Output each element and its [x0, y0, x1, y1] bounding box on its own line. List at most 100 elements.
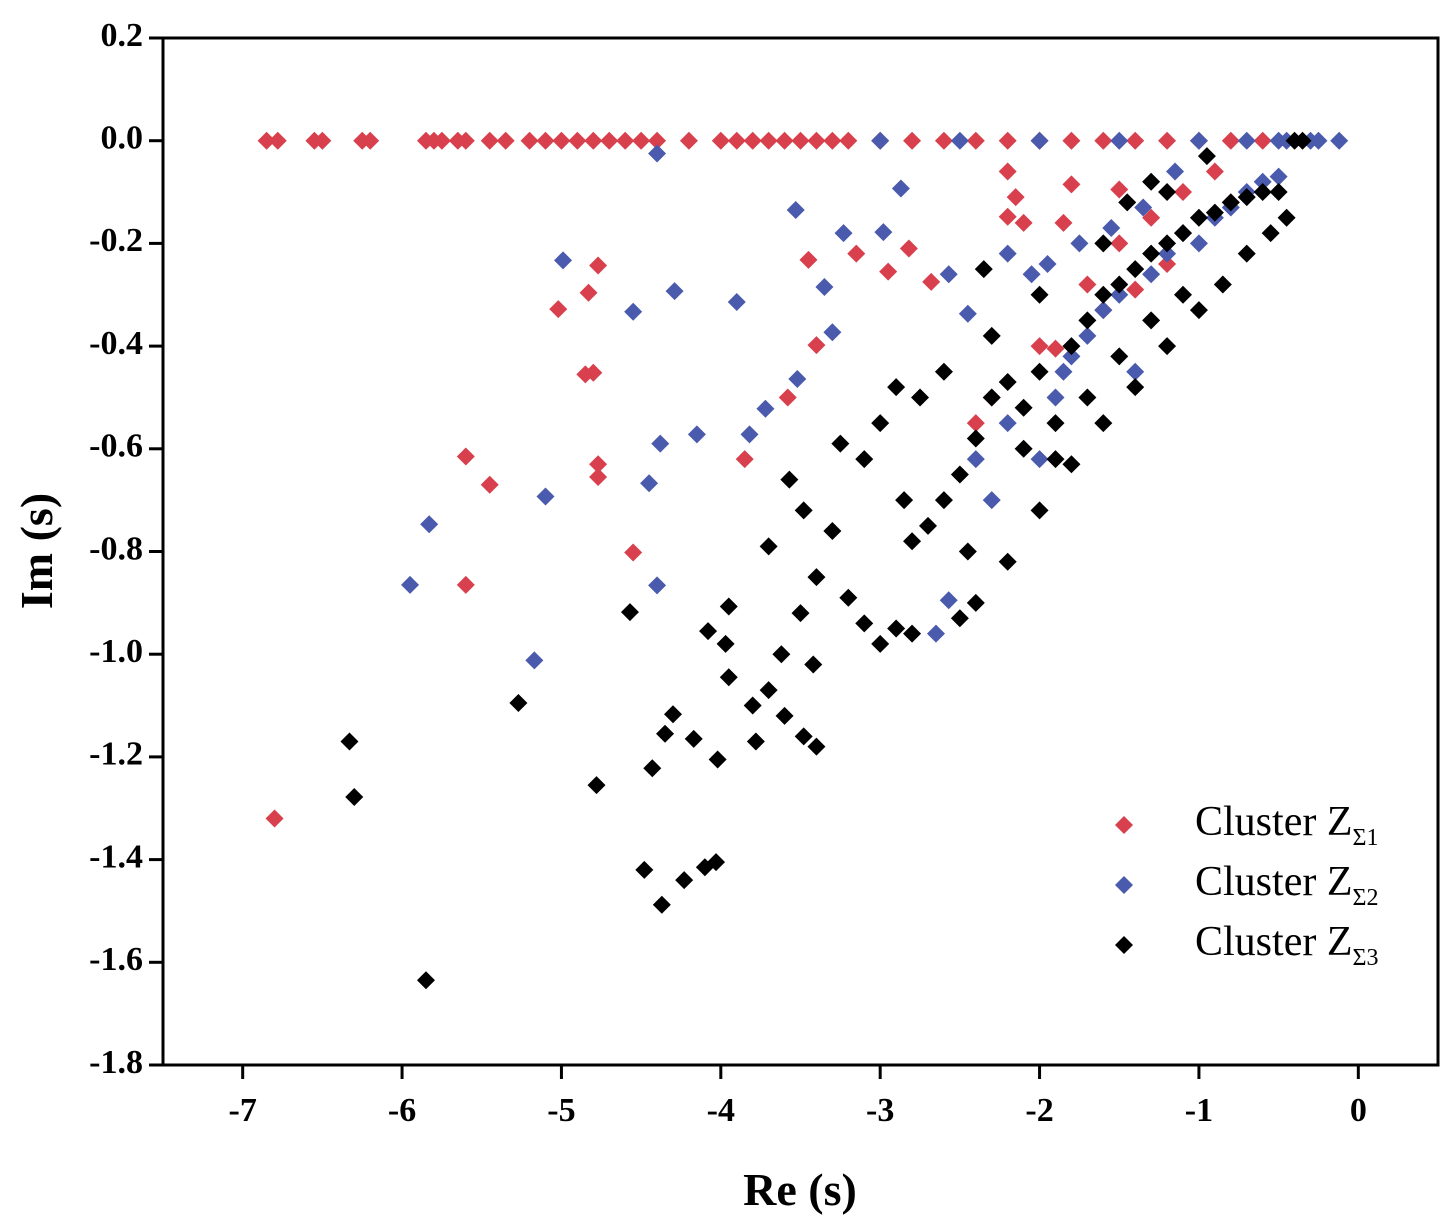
point: [746, 732, 765, 751]
point: [600, 131, 619, 150]
x-tick-label: -6: [388, 1092, 416, 1129]
point: [1142, 265, 1161, 284]
point: [998, 207, 1017, 226]
point: [891, 179, 910, 198]
x-tick-label: -3: [866, 1092, 894, 1129]
point: [536, 131, 555, 150]
point: [1237, 131, 1256, 150]
point: [420, 515, 439, 534]
point: [268, 131, 287, 150]
point: [1030, 501, 1049, 520]
point: [624, 543, 643, 562]
point: [1078, 388, 1097, 407]
point: [998, 131, 1017, 150]
point: [361, 131, 380, 150]
point: [719, 668, 738, 687]
point: [1014, 439, 1033, 458]
point: [823, 131, 842, 150]
point: [1197, 147, 1216, 166]
point: [939, 591, 958, 610]
point: [1062, 337, 1081, 356]
point: [509, 693, 528, 712]
point: [313, 131, 332, 150]
point: [871, 634, 890, 653]
point: [1174, 183, 1192, 202]
point: [456, 131, 475, 150]
y-tick-label: -1.4: [89, 838, 143, 875]
y-axis-label: Im (s): [11, 493, 62, 609]
point: [635, 860, 654, 879]
point: [1205, 203, 1224, 222]
point: [1054, 213, 1073, 232]
y-tick-label: 0.2: [101, 17, 144, 54]
point: [1110, 234, 1129, 253]
point: [772, 645, 791, 664]
point: [1237, 244, 1256, 263]
point: [589, 455, 608, 474]
point: [1022, 265, 1041, 284]
point: [1062, 455, 1081, 474]
point: [1030, 450, 1049, 469]
point: [895, 491, 914, 510]
point: [1189, 131, 1208, 150]
point: [1094, 131, 1113, 150]
point: [1142, 208, 1161, 227]
legend-marker: [1115, 876, 1133, 894]
point: [1038, 254, 1057, 273]
point: [620, 603, 639, 622]
point: [1094, 234, 1113, 253]
point: [998, 244, 1017, 263]
point: [966, 429, 985, 448]
point: [1094, 285, 1113, 304]
point: [684, 729, 703, 748]
point: [966, 450, 985, 469]
point: [456, 575, 475, 594]
point: [1110, 131, 1129, 150]
point: [823, 521, 842, 540]
point: [1030, 337, 1049, 356]
y-tick-label: -1.6: [89, 941, 143, 978]
point: [716, 634, 735, 653]
legend-label: Cluster ZΣ2: [1195, 859, 1378, 911]
point: [643, 759, 662, 778]
point: [708, 750, 727, 769]
point: [903, 624, 922, 643]
point: [743, 131, 762, 150]
legend-marker: [1115, 816, 1133, 834]
y-tick-label: -0.2: [89, 222, 143, 259]
point: [1094, 414, 1113, 433]
point: [791, 604, 810, 623]
point: [1269, 183, 1288, 202]
point: [807, 131, 826, 150]
point: [982, 491, 1001, 510]
point: [1126, 131, 1145, 150]
y-tick-label: -0.4: [89, 325, 143, 362]
point: [966, 131, 985, 150]
point: [456, 447, 475, 466]
x-axis-label: Re (s): [743, 1164, 857, 1215]
point: [1046, 450, 1065, 469]
point: [839, 131, 858, 150]
point: [652, 895, 671, 914]
point: [1046, 414, 1065, 433]
point: [847, 244, 866, 263]
point: [640, 474, 659, 493]
x-tick-label: -1: [1185, 1092, 1213, 1129]
point: [911, 388, 930, 407]
point: [794, 501, 813, 520]
point: [1126, 378, 1145, 397]
point: [1030, 362, 1049, 381]
point: [855, 450, 874, 469]
point: [899, 239, 918, 258]
point: [632, 131, 651, 150]
point: [834, 224, 853, 243]
point: [1253, 183, 1272, 202]
point: [584, 131, 603, 150]
point: [823, 323, 842, 342]
point: [1213, 275, 1232, 294]
point: [950, 465, 969, 484]
x-tick-label: -5: [547, 1092, 575, 1129]
point: [958, 304, 977, 323]
point: [1269, 167, 1288, 186]
point: [699, 622, 718, 641]
